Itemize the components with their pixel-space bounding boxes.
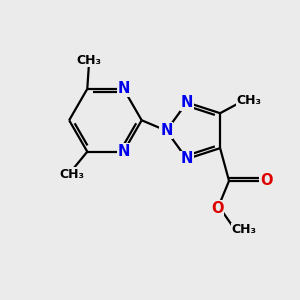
Text: N: N bbox=[117, 81, 130, 96]
Text: CH₃: CH₃ bbox=[59, 168, 84, 181]
Text: CH₃: CH₃ bbox=[76, 53, 101, 67]
Text: CH₃: CH₃ bbox=[236, 94, 261, 107]
Text: N: N bbox=[181, 95, 193, 110]
Text: CH₃: CH₃ bbox=[231, 224, 256, 236]
Text: N: N bbox=[117, 144, 130, 159]
Text: N: N bbox=[181, 152, 193, 166]
Text: N: N bbox=[160, 123, 172, 138]
Text: O: O bbox=[211, 201, 224, 216]
Text: O: O bbox=[260, 173, 272, 188]
